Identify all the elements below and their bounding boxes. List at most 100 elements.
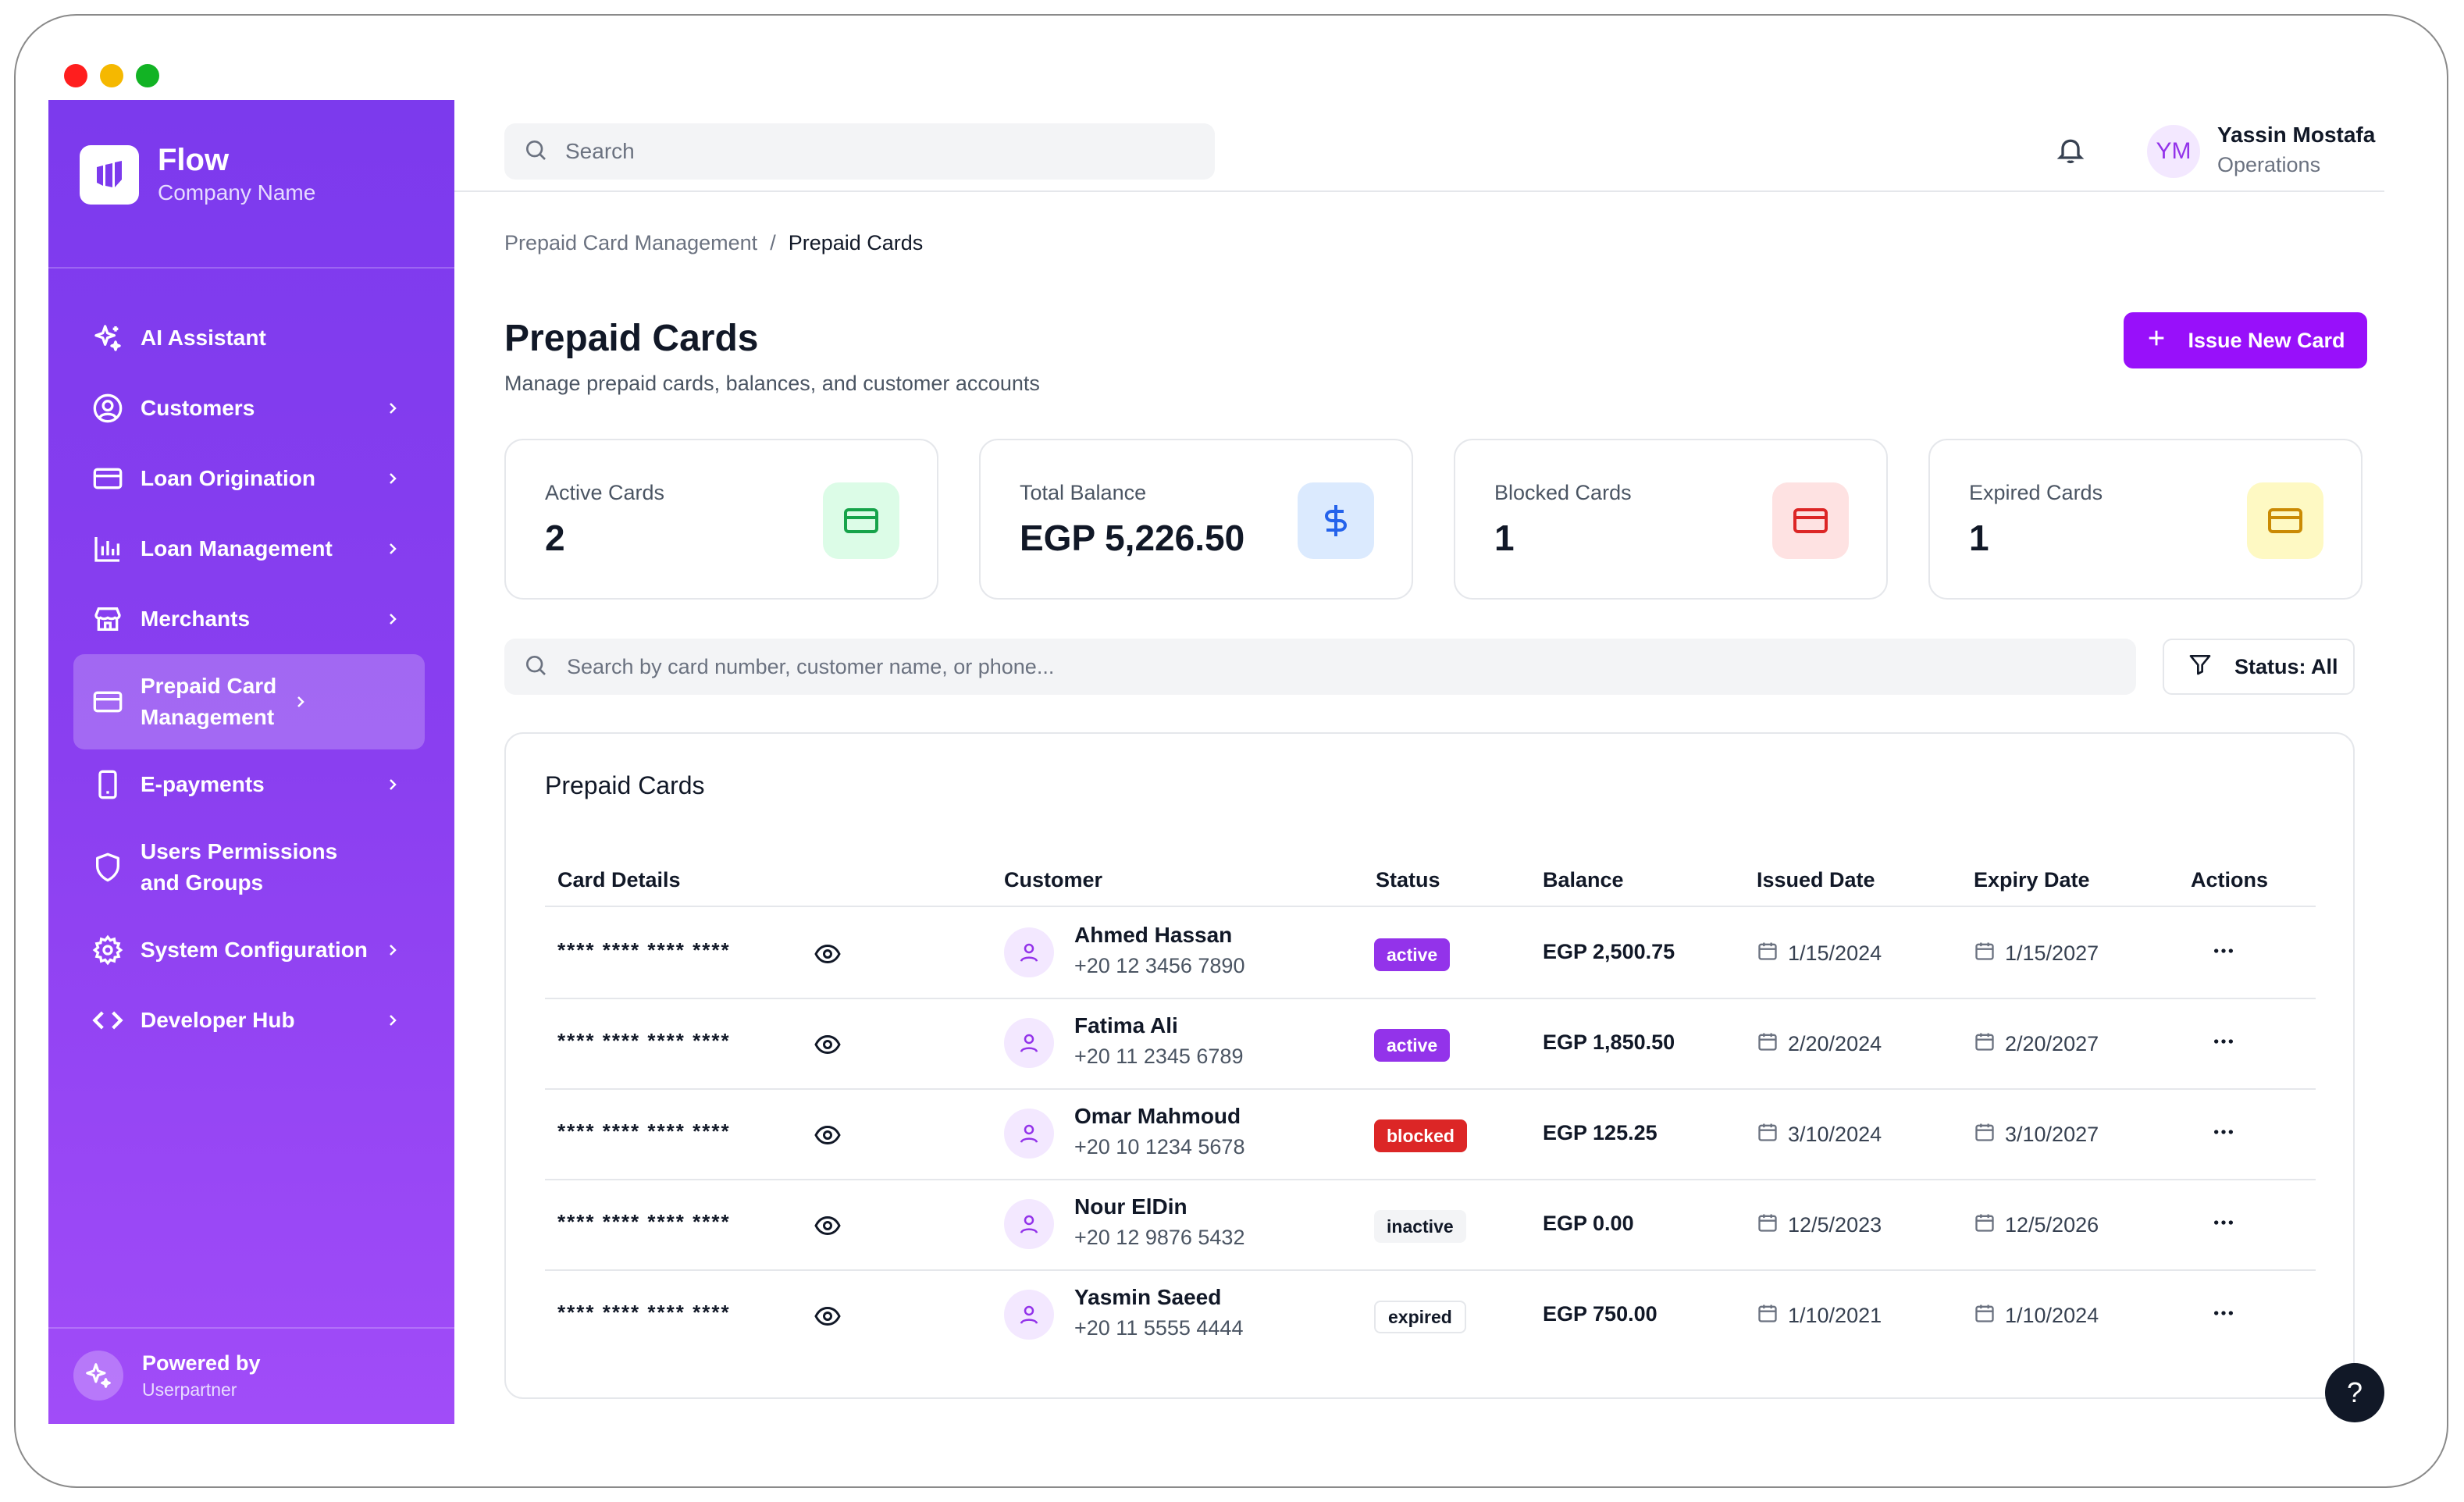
customer-name: Fatima Ali [1074, 1013, 1178, 1038]
expiry-date: 3/10/2027 [1974, 1121, 2099, 1148]
table-row[interactable]: **** **** **** **** Yasmin Saeed +20 11 … [545, 1271, 2316, 1361]
table-row[interactable]: **** **** **** **** Fatima Ali +20 11 23… [545, 999, 2316, 1090]
sidebar-divider [48, 1327, 454, 1329]
stat-card-balance: Total Balance EGP 5,226.50 [979, 439, 1413, 600]
table-header: Card Details Customer Status Balance Iss… [545, 859, 2316, 907]
table-row[interactable]: **** **** **** **** Omar Mahmoud +20 10 … [545, 1090, 2316, 1180]
main-content: Prepaid Card Management / Prepaid Cards … [454, 192, 2384, 1424]
issued-date: 1/15/2024 [1757, 940, 1882, 967]
issued-date-value: 12/5/2023 [1788, 1213, 1882, 1237]
status-badge: blocked [1374, 1119, 1467, 1152]
company-name: Company Name [158, 180, 316, 205]
issue-new-card-button[interactable]: Issue New Card [2124, 312, 2367, 368]
chevron-right-icon [381, 1011, 404, 1030]
customer-phone: +20 10 1234 5678 [1074, 1135, 1245, 1159]
prepaid-cards-table: Prepaid Cards Card Details Customer Stat… [504, 732, 2355, 1399]
status-badge: inactive [1374, 1210, 1466, 1243]
sidebar-item-system-configuration[interactable]: System Configuration [73, 915, 425, 985]
minimize-window-button[interactable] [100, 64, 123, 87]
filter-icon [2188, 652, 2213, 682]
sidebar-item-customers[interactable]: Customers [73, 373, 425, 443]
eye-icon[interactable] [814, 1302, 842, 1330]
search-icon [523, 653, 548, 682]
chevron-right-icon [381, 610, 404, 628]
calendar-icon [1757, 940, 1779, 967]
credit-card-icon [1772, 482, 1849, 559]
expiry-date-value: 1/10/2024 [2005, 1304, 2099, 1327]
sidebar-item-e-payments[interactable]: E-payments [73, 749, 425, 820]
maximize-window-button[interactable] [136, 64, 159, 87]
eye-icon[interactable] [814, 940, 842, 968]
bell-icon[interactable] [2055, 134, 2086, 166]
user-menu[interactable]: Yassin Mostafa Operations [2217, 120, 2375, 180]
calendar-icon [1757, 1030, 1779, 1058]
sidebar-item-prepaid-card-management[interactable]: Prepaid Card Management [73, 654, 425, 749]
smartphone-icon [91, 767, 125, 802]
column-header: Status [1376, 868, 1440, 892]
table-title: Prepaid Cards [545, 771, 705, 799]
brand[interactable]: Flow Company Name [80, 142, 315, 208]
expiry-date: 1/15/2027 [1974, 940, 2099, 967]
more-actions-icon[interactable] [2206, 1205, 2241, 1240]
sidebar-nav: AI Assistant Customers Loan Origination … [73, 303, 425, 1055]
credit-card-icon [91, 461, 125, 496]
customer-phone: +20 12 9876 5432 [1074, 1226, 1245, 1249]
masked-card-number: **** **** **** **** [557, 1119, 731, 1143]
sidebar-item-loan-management[interactable]: Loan Management [73, 514, 425, 584]
credit-card-icon [823, 482, 899, 559]
help-button[interactable]: ? [2325, 1363, 2384, 1422]
gear-icon [91, 933, 125, 967]
sidebar-item-ai-assistant[interactable]: AI Assistant [73, 303, 425, 373]
credit-card-icon [2247, 482, 2323, 559]
balance: EGP 125.25 [1543, 1121, 1658, 1144]
close-window-button[interactable] [64, 64, 87, 87]
more-actions-icon[interactable] [2206, 1024, 2241, 1059]
breadcrumb-parent[interactable]: Prepaid Card Management [504, 231, 758, 254]
masked-card-number: **** **** **** **** [557, 1301, 731, 1324]
issue-new-card-label: Issue New Card [2188, 328, 2345, 352]
eye-icon[interactable] [814, 1030, 842, 1059]
page-title: Prepaid Cards [504, 318, 759, 359]
credit-card-icon [91, 685, 125, 719]
code-icon [91, 1003, 125, 1038]
sparkles-icon [91, 321, 125, 355]
column-header: Balance [1543, 868, 1624, 892]
more-actions-icon[interactable] [2206, 1296, 2241, 1330]
user-name: Yassin Mostafa [2217, 123, 2376, 147]
eye-icon[interactable] [814, 1212, 842, 1240]
stats-row: Active Cards 2 Total Balance EGP 5,226.5… [504, 439, 2363, 600]
masked-card-number: **** **** **** **** [557, 1210, 731, 1233]
more-actions-icon[interactable] [2206, 1115, 2241, 1149]
sidebar-item-loan-origination[interactable]: Loan Origination [73, 443, 425, 514]
card-search-input[interactable]: Search by card number, customer name, or… [504, 639, 2136, 695]
breadcrumb-separator: / [770, 231, 776, 254]
sidebar-item-label: E-payments [141, 772, 265, 796]
status-filter-button[interactable]: Status: All [2163, 639, 2355, 695]
issued-date: 1/10/2021 [1757, 1302, 1882, 1329]
window-controls [64, 64, 159, 87]
avatar[interactable]: YM [2147, 125, 2200, 178]
more-actions-icon[interactable] [2206, 934, 2241, 968]
column-header: Card Details [557, 868, 681, 892]
breadcrumb: Prepaid Card Management / Prepaid Cards [504, 231, 923, 255]
calendar-icon [1974, 1302, 1996, 1329]
customer-name: Yasmin Saeed [1074, 1285, 1222, 1309]
global-search-input[interactable]: Search [504, 123, 1215, 180]
table-row[interactable]: **** **** **** **** Ahmed Hassan +20 12 … [545, 909, 2316, 999]
sidebar-item-label: AI Assistant [141, 326, 266, 350]
eye-icon[interactable] [814, 1121, 842, 1149]
status-filter-label: Status: All [2234, 654, 2338, 678]
chevron-right-icon [381, 775, 404, 794]
sidebar-item-merchants[interactable]: Merchants [73, 584, 425, 654]
powered-by-label: Powered by [142, 1351, 261, 1375]
stat-label: Blocked Cards [1494, 481, 1632, 504]
table-row[interactable]: **** **** **** **** Nour ElDin +20 12 98… [545, 1180, 2316, 1271]
sidebar-item-developer-hub[interactable]: Developer Hub [73, 985, 425, 1055]
masked-card-number: **** **** **** **** [557, 938, 731, 962]
issued-date-value: 1/15/2024 [1788, 941, 1882, 965]
flow-logo-icon [80, 145, 139, 205]
stat-label: Total Balance [1020, 481, 1147, 504]
sidebar-item-label: Developer Hub [141, 1008, 295, 1032]
sidebar-item-users-permissions[interactable]: Users Permissions and Groups [73, 820, 425, 915]
sidebar-item-label: Prepaid Card Management [141, 674, 277, 729]
